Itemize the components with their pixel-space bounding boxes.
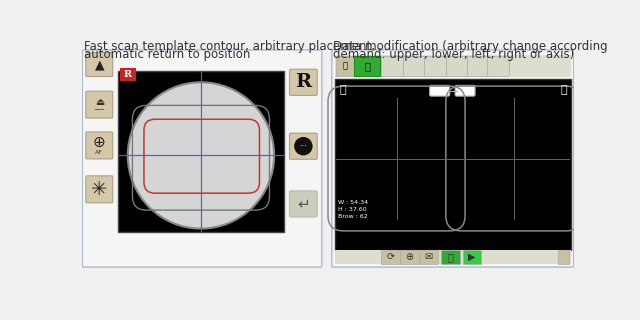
Text: ↵: ↵	[297, 196, 310, 212]
Text: ⟳: ⟳	[387, 252, 394, 262]
Circle shape	[294, 137, 312, 156]
Text: 🔧: 🔧	[342, 62, 348, 71]
Text: 右: 右	[340, 84, 346, 95]
FancyBboxPatch shape	[86, 176, 113, 203]
FancyBboxPatch shape	[332, 50, 573, 267]
Text: demand: upper, lower, left, right or axis): demand: upper, lower, left, right or axi…	[333, 48, 575, 60]
Text: Fast scan template contour, arbitrary placement,: Fast scan template contour, arbitrary pl…	[84, 40, 375, 53]
Text: R: R	[124, 70, 132, 79]
FancyBboxPatch shape	[86, 132, 113, 159]
Text: ▶: ▶	[468, 252, 476, 262]
Text: Data modification (arbitrary change according: Data modification (arbitrary change acco…	[333, 40, 608, 53]
Text: R: R	[295, 73, 312, 91]
Bar	[335, 55, 570, 77]
Circle shape	[128, 82, 274, 228]
Text: ⏏: ⏏	[95, 97, 104, 107]
Text: ···: ···	[300, 142, 307, 151]
FancyBboxPatch shape	[420, 250, 438, 264]
FancyBboxPatch shape	[441, 250, 460, 264]
FancyBboxPatch shape	[289, 191, 317, 217]
FancyBboxPatch shape	[429, 85, 450, 96]
Text: ✉: ✉	[425, 252, 433, 262]
FancyBboxPatch shape	[463, 250, 481, 264]
Bar	[335, 79, 570, 250]
FancyBboxPatch shape	[455, 85, 475, 96]
Text: ▲: ▲	[95, 58, 104, 71]
Text: W : 54.34
H : 37.60
Brow : 62: W : 54.34 H : 37.60 Brow : 62	[338, 200, 368, 219]
Text: 左: 左	[560, 84, 566, 95]
FancyBboxPatch shape	[558, 250, 569, 264]
FancyBboxPatch shape	[86, 91, 113, 118]
Text: AF: AF	[95, 150, 103, 155]
FancyBboxPatch shape	[83, 50, 322, 267]
FancyBboxPatch shape	[488, 56, 509, 76]
Text: 👓: 👓	[364, 61, 370, 71]
FancyBboxPatch shape	[403, 56, 424, 76]
FancyBboxPatch shape	[381, 56, 403, 76]
FancyBboxPatch shape	[289, 69, 317, 95]
FancyBboxPatch shape	[401, 250, 419, 264]
FancyBboxPatch shape	[424, 56, 446, 76]
Text: ⊕: ⊕	[93, 135, 106, 150]
FancyBboxPatch shape	[336, 56, 354, 76]
FancyBboxPatch shape	[446, 56, 467, 76]
Bar	[118, 71, 284, 232]
FancyBboxPatch shape	[354, 56, 380, 76]
Text: automatic return to position: automatic return to position	[84, 48, 250, 60]
Text: ⊕: ⊕	[406, 252, 413, 262]
FancyBboxPatch shape	[467, 56, 489, 76]
FancyBboxPatch shape	[289, 133, 317, 159]
Bar	[120, 68, 136, 81]
Bar	[335, 250, 570, 264]
Text: ✳: ✳	[91, 180, 108, 199]
Text: ───: ───	[95, 108, 104, 113]
FancyBboxPatch shape	[86, 53, 113, 76]
Text: 📋: 📋	[447, 252, 453, 262]
FancyBboxPatch shape	[381, 250, 399, 264]
